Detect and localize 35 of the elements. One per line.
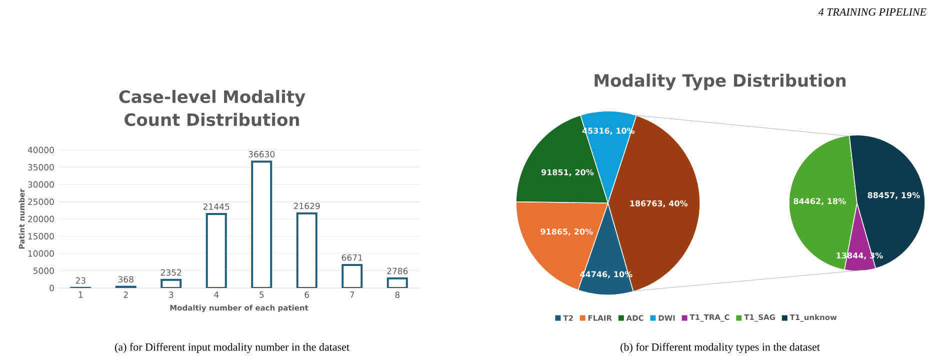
y-tick-label: 30000 [28, 181, 54, 188]
data-label: 21629 [294, 202, 320, 210]
text: 4 TRAINING PIPELINE [818, 8, 926, 16]
data-label: 84462, 18% [794, 198, 846, 206]
data-label: 368 [118, 276, 134, 283]
chart-title: Case-level Modality Count Distribution [119, 90, 306, 126]
y-tick-label: 15000 [28, 233, 54, 240]
y-tick-label: 0 [50, 284, 54, 292]
data-label: 21445 [203, 203, 230, 210]
data-label: 2786 [387, 268, 408, 274]
data-label: 88457, 19% [868, 192, 920, 200]
x-tick-label: 2 [124, 292, 128, 298]
y-tick-label: 40000 [28, 146, 54, 154]
x-tick-label: 3 [169, 292, 174, 298]
text: (b) for Different modality types in the dataset [620, 342, 820, 354]
x-tick-label: 7 [350, 292, 354, 298]
chart-title: Modality Type Distribution [594, 74, 846, 90]
data-label: 91851, 20% [541, 169, 594, 176]
x-tick-label: 8 [395, 292, 400, 298]
y-tick-label: 10000 [28, 250, 54, 257]
data-label: 186763, 40% [630, 200, 688, 208]
y-tick-label: 25000 [28, 198, 54, 205]
data-label: 36630 [248, 150, 275, 158]
text: (a) for Different input modality number in the dataset [114, 342, 350, 354]
y-tick-label: 5000 [34, 268, 54, 274]
x-tick-label: 6 [304, 292, 310, 298]
y-tick-label: 35000 [28, 164, 54, 170]
data-label: 2352 [160, 269, 182, 276]
data-label: 6671 [342, 254, 362, 261]
data-label: 23 [76, 277, 86, 284]
x-tick-label: 4 [214, 292, 219, 298]
x-tick-label: 5 [260, 292, 264, 298]
data-label: 91865, 20% [540, 228, 593, 236]
y-tick-label: 20000 [28, 216, 54, 222]
x-tick-label: 1 [78, 292, 83, 298]
